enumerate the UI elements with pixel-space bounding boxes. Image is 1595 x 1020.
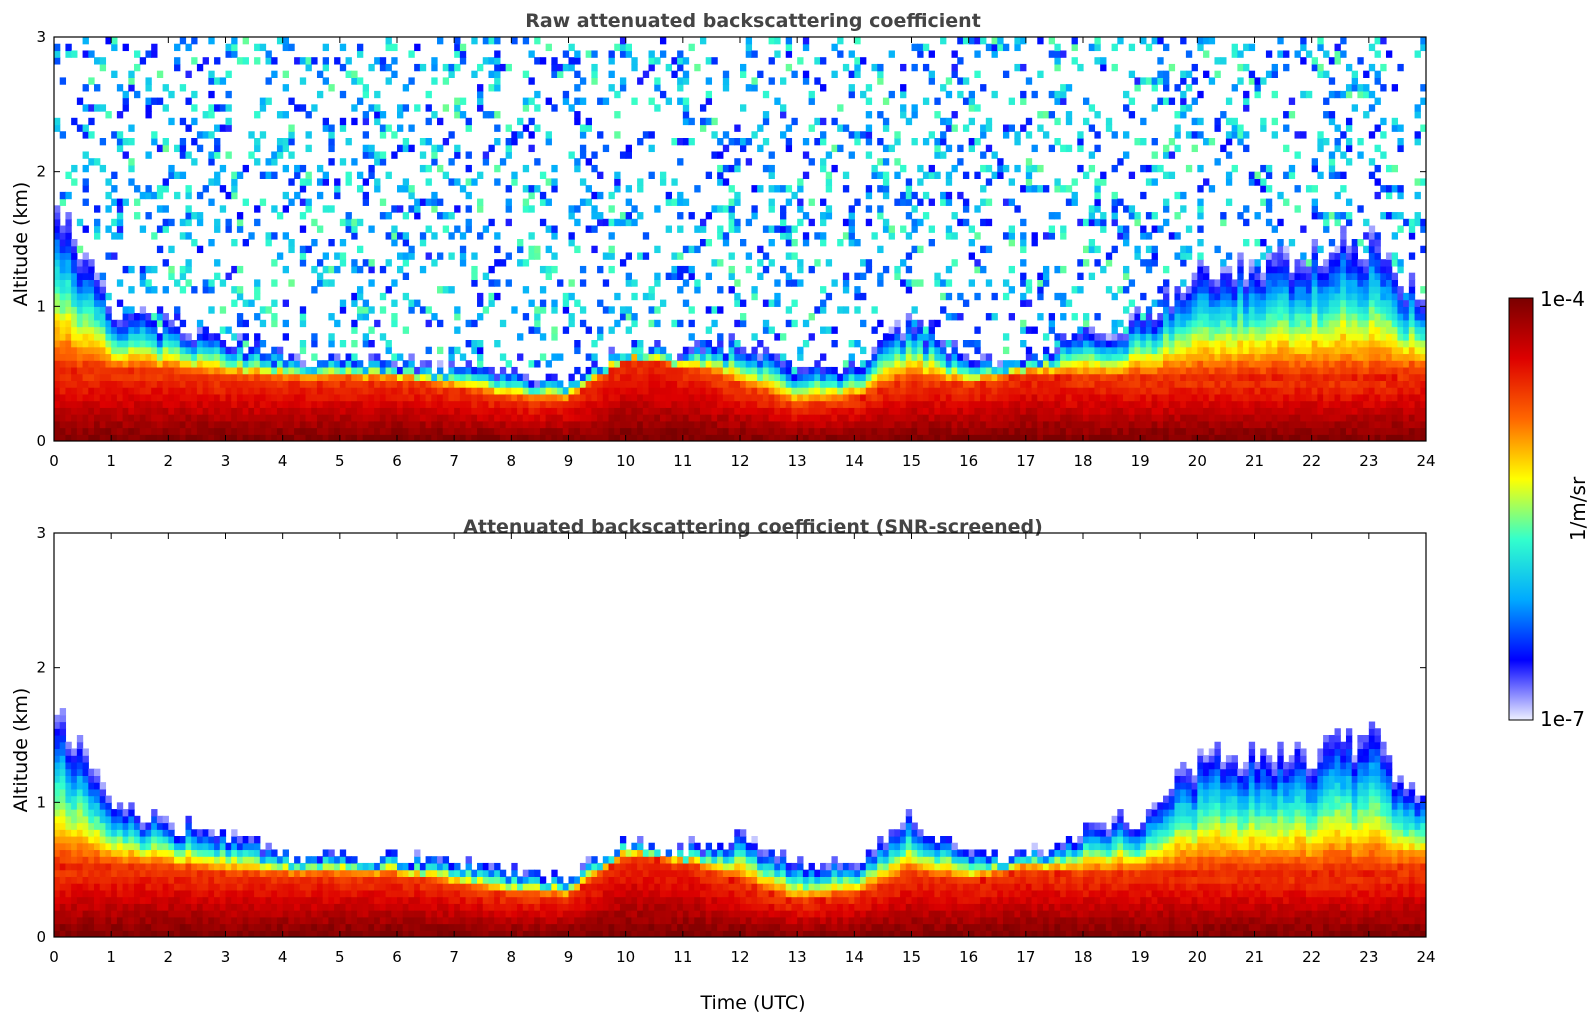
x-tick-label: 10: [616, 452, 635, 470]
panel-title-screened: Attenuated backscattering coefficient (S…: [463, 516, 1043, 538]
y-tick-label: 1: [36, 297, 46, 315]
y-axis-label-raw: Altitude (km): [10, 182, 32, 307]
x-tick-label: 4: [278, 948, 288, 966]
x-tick-label: 22: [1302, 452, 1321, 470]
x-tick-label: 2: [164, 948, 174, 966]
x-tick-label: 0: [49, 948, 59, 966]
colorbar-max-label: 1e-4: [1540, 287, 1585, 311]
panel-title-raw: Raw attenuated backscattering coefficien…: [525, 10, 981, 32]
colorbar: 1e-4 1e-7 1/m/sr: [1508, 287, 1590, 731]
x-tick-label: 12: [730, 452, 749, 470]
x-tick-label: 19: [1131, 948, 1150, 966]
x-tick-label: 15: [902, 452, 921, 470]
x-tick-label: 1: [106, 948, 116, 966]
raw-backscatter-panel: Raw attenuated backscattering coefficien…: [10, 10, 1436, 470]
x-axis-label: Time (UTC): [699, 992, 805, 1014]
x-tick-label: 16: [959, 452, 978, 470]
x-tick-label: 1: [106, 452, 116, 470]
y-tick-label: 3: [36, 524, 46, 542]
y-tick-label: 0: [36, 432, 46, 450]
x-tick-label: 13: [788, 452, 807, 470]
x-tick-label: 10: [616, 948, 635, 966]
x-tick-label: 4: [278, 452, 288, 470]
x-tick-label: 6: [392, 452, 402, 470]
x-tick-label: 3: [221, 948, 231, 966]
x-tick-label: 14: [845, 948, 864, 966]
x-tick-label: 19: [1131, 452, 1150, 470]
x-tick-label: 0: [49, 452, 59, 470]
x-tick-label: 14: [845, 452, 864, 470]
heatmap-plot-raw: 0 1 2 3 4 5 6 7 8 9 10 11 12 13 14 15 16 17 18 19 20 21 22 23 24…: [36, 28, 1435, 470]
x-tick-label: 8: [507, 452, 517, 470]
colorbar-unit-label: 1/m/sr: [1566, 476, 1590, 541]
x-tick-label: 21: [1245, 452, 1264, 470]
x-tick-label: 12: [730, 948, 749, 966]
x-tick-label: 24: [1416, 452, 1435, 470]
backscatter-field: [54, 37, 1426, 441]
x-tick-label: 21: [1245, 948, 1264, 966]
x-tick-label: 22: [1302, 948, 1321, 966]
backscatter-field: [54, 708, 1426, 937]
x-tick-label: 8: [507, 948, 517, 966]
x-tick-label: 18: [1073, 948, 1092, 966]
x-tick-label: 2: [164, 452, 174, 470]
y-tick-label: 1: [36, 793, 46, 811]
colorbar-scale: [1508, 297, 1534, 721]
y-tick-label: 2: [36, 659, 46, 677]
x-tick-label: 9: [564, 452, 574, 470]
y-tick-label: 0: [36, 928, 46, 946]
x-tick-label: 11: [673, 452, 692, 470]
y-axis-label-screened: Altitude (km): [10, 688, 32, 813]
snr-screened-panel: Attenuated backscattering coefficient (S…: [10, 516, 1436, 1014]
x-tick-label: 13: [788, 948, 807, 966]
x-tick-label: 7: [449, 948, 459, 966]
y-tick-label: 2: [36, 163, 46, 181]
x-tick-label: 16: [959, 948, 978, 966]
x-tick-label: 20: [1188, 452, 1207, 470]
x-tick-label: 15: [902, 948, 921, 966]
colorbar-min-label: 1e-7: [1540, 707, 1585, 731]
x-tick-label: 23: [1359, 452, 1378, 470]
y-tick-label: 3: [36, 28, 46, 46]
x-tick-label: 24: [1416, 948, 1435, 966]
x-tick-label: 18: [1073, 452, 1092, 470]
x-tick-label: 6: [392, 948, 402, 966]
x-tick-label: 3: [221, 452, 231, 470]
x-tick-label: 7: [449, 452, 459, 470]
x-tick-label: 9: [564, 948, 574, 966]
x-tick-label: 17: [1016, 948, 1035, 966]
x-tick-label: 23: [1359, 948, 1378, 966]
heatmap-plot-screened: 0 1 2 3 4 5 6 7 8 9 10 11 12 13 14 15 16 17 18 19 20 21 22 23 24…: [36, 524, 1435, 966]
x-tick-label: 17: [1016, 452, 1035, 470]
x-tick-label: 20: [1188, 948, 1207, 966]
x-tick-label: 5: [335, 948, 345, 966]
x-tick-label: 11: [673, 948, 692, 966]
x-tick-label: 5: [335, 452, 345, 470]
